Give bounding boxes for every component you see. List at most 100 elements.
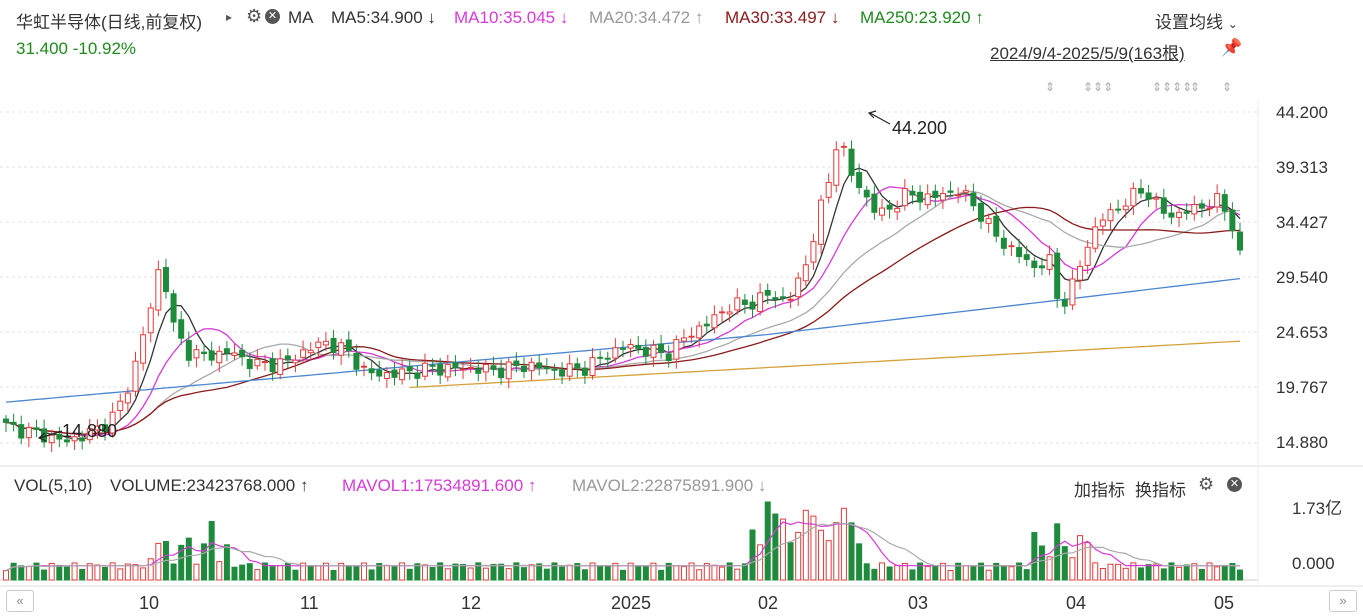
volume-bar xyxy=(802,509,809,581)
add-indicator-button[interactable]: 加指标 xyxy=(1074,481,1125,500)
candle-body xyxy=(917,191,924,203)
volume-bar xyxy=(383,564,390,581)
candle-body xyxy=(269,358,276,373)
candle-body xyxy=(886,204,893,210)
candle-body xyxy=(292,359,299,364)
volume-bar xyxy=(863,563,870,581)
event-marker-icon[interactable]: ⇕ xyxy=(1190,80,1201,94)
pin-icon[interactable]: 📌 xyxy=(1221,38,1243,57)
title-expand-icon[interactable]: ▸ xyxy=(226,10,233,24)
volume-bar xyxy=(1107,563,1114,581)
volume-bar xyxy=(642,565,649,581)
event-marker-icon[interactable]: ⇕ xyxy=(1045,80,1056,94)
volume-bar xyxy=(1130,562,1137,581)
volume-bar xyxy=(787,542,794,581)
y-tick-label: 44.200 xyxy=(1276,103,1328,122)
volume-bar xyxy=(315,565,322,581)
candle-body xyxy=(871,193,878,213)
candle-body xyxy=(520,365,527,372)
volume-bar xyxy=(338,562,345,581)
candle-body xyxy=(1206,207,1213,210)
volume-bar xyxy=(1031,532,1038,581)
candle-body xyxy=(1237,231,1243,251)
volume-bar xyxy=(56,564,63,581)
candle-body xyxy=(1191,204,1198,215)
candle-body xyxy=(1153,197,1160,200)
close-icon[interactable]: ✕ xyxy=(265,9,280,24)
gear-icon[interactable]: ⚙ xyxy=(246,6,263,26)
volume-bar xyxy=(193,563,200,581)
volume-bar xyxy=(391,566,398,581)
candle-body xyxy=(277,358,284,376)
event-marker-icon[interactable]: ⇕⇕⇕ xyxy=(1083,80,1114,94)
volume-bar xyxy=(300,562,307,581)
volume-bar xyxy=(140,567,147,581)
candle-body xyxy=(79,437,86,442)
volume-bar xyxy=(581,569,588,581)
volume-bar xyxy=(170,563,177,581)
vol-label: VOL(5,10) xyxy=(14,476,93,495)
close-icon[interactable]: ✕ xyxy=(1227,477,1242,492)
candle-body xyxy=(513,360,520,366)
switch-indicator-button[interactable]: 换指标 xyxy=(1135,481,1186,500)
candle-body xyxy=(322,340,329,346)
candle-body xyxy=(589,357,596,376)
event-marker-icon[interactable]: ⇕⇕⇕⇕ xyxy=(1152,80,1193,94)
high-annotation: 44.200 xyxy=(892,118,948,138)
candle-body xyxy=(1176,211,1183,218)
volume-bar xyxy=(520,567,527,581)
candle-body xyxy=(1031,260,1038,268)
candle-body xyxy=(734,297,741,311)
candle-body xyxy=(223,348,230,354)
volume-bar xyxy=(10,562,17,581)
volume-bar xyxy=(1061,546,1068,581)
y-tick-label: 14.880 xyxy=(1276,433,1328,452)
volume-bar xyxy=(1221,564,1228,581)
candle-body xyxy=(490,365,497,370)
low-arrow-head xyxy=(37,432,47,442)
volume-bar xyxy=(467,567,474,581)
volume-bar xyxy=(1153,563,1160,581)
candle-body xyxy=(1084,246,1091,266)
candle-body xyxy=(467,366,474,369)
candle-body xyxy=(1168,212,1175,218)
candle-body xyxy=(787,298,794,301)
candle-body xyxy=(1160,197,1167,214)
volume-bar xyxy=(886,566,893,581)
ma250-value: MA250:23.920 ↑ xyxy=(860,8,984,27)
y-tick-label: 19.767 xyxy=(1276,378,1328,397)
volume-bar xyxy=(1092,562,1099,581)
volume-bar xyxy=(1168,562,1175,581)
ma30-value: MA30:33.497 ↓ xyxy=(725,8,840,27)
candle-body xyxy=(406,366,413,372)
volume-bar xyxy=(102,566,109,581)
candle-body xyxy=(1221,194,1228,212)
gear-icon[interactable]: ⚙ xyxy=(1198,474,1215,494)
volume-bar xyxy=(688,562,695,581)
volume-bar xyxy=(330,569,337,581)
candle-body xyxy=(970,192,977,207)
volume-bar xyxy=(1038,545,1045,581)
x-tick-label: 2025 xyxy=(611,593,652,613)
volume-bar xyxy=(947,569,954,581)
volume-bar xyxy=(513,562,520,581)
volume-bar xyxy=(185,537,192,581)
candle-body xyxy=(543,366,550,370)
candle-body xyxy=(932,190,939,198)
candle-body xyxy=(193,349,200,359)
ma20-line xyxy=(5,190,1241,435)
event-marker-icon[interactable]: ⇕ xyxy=(1222,80,1233,94)
candle-body xyxy=(665,353,672,362)
volume-bar xyxy=(1115,563,1122,581)
ma30-line xyxy=(5,206,1241,435)
candle-body xyxy=(726,311,733,315)
settings-ma-button[interactable]: 设置均线 ⌄ xyxy=(1155,13,1238,32)
volume-bar xyxy=(818,529,825,581)
volume-bar xyxy=(223,544,230,581)
volume-bar xyxy=(475,562,482,581)
candle-body xyxy=(307,349,314,354)
scroll-left-button[interactable]: « xyxy=(6,590,34,612)
scroll-right-button[interactable]: » xyxy=(1329,590,1357,612)
volume-bar xyxy=(1237,569,1243,581)
